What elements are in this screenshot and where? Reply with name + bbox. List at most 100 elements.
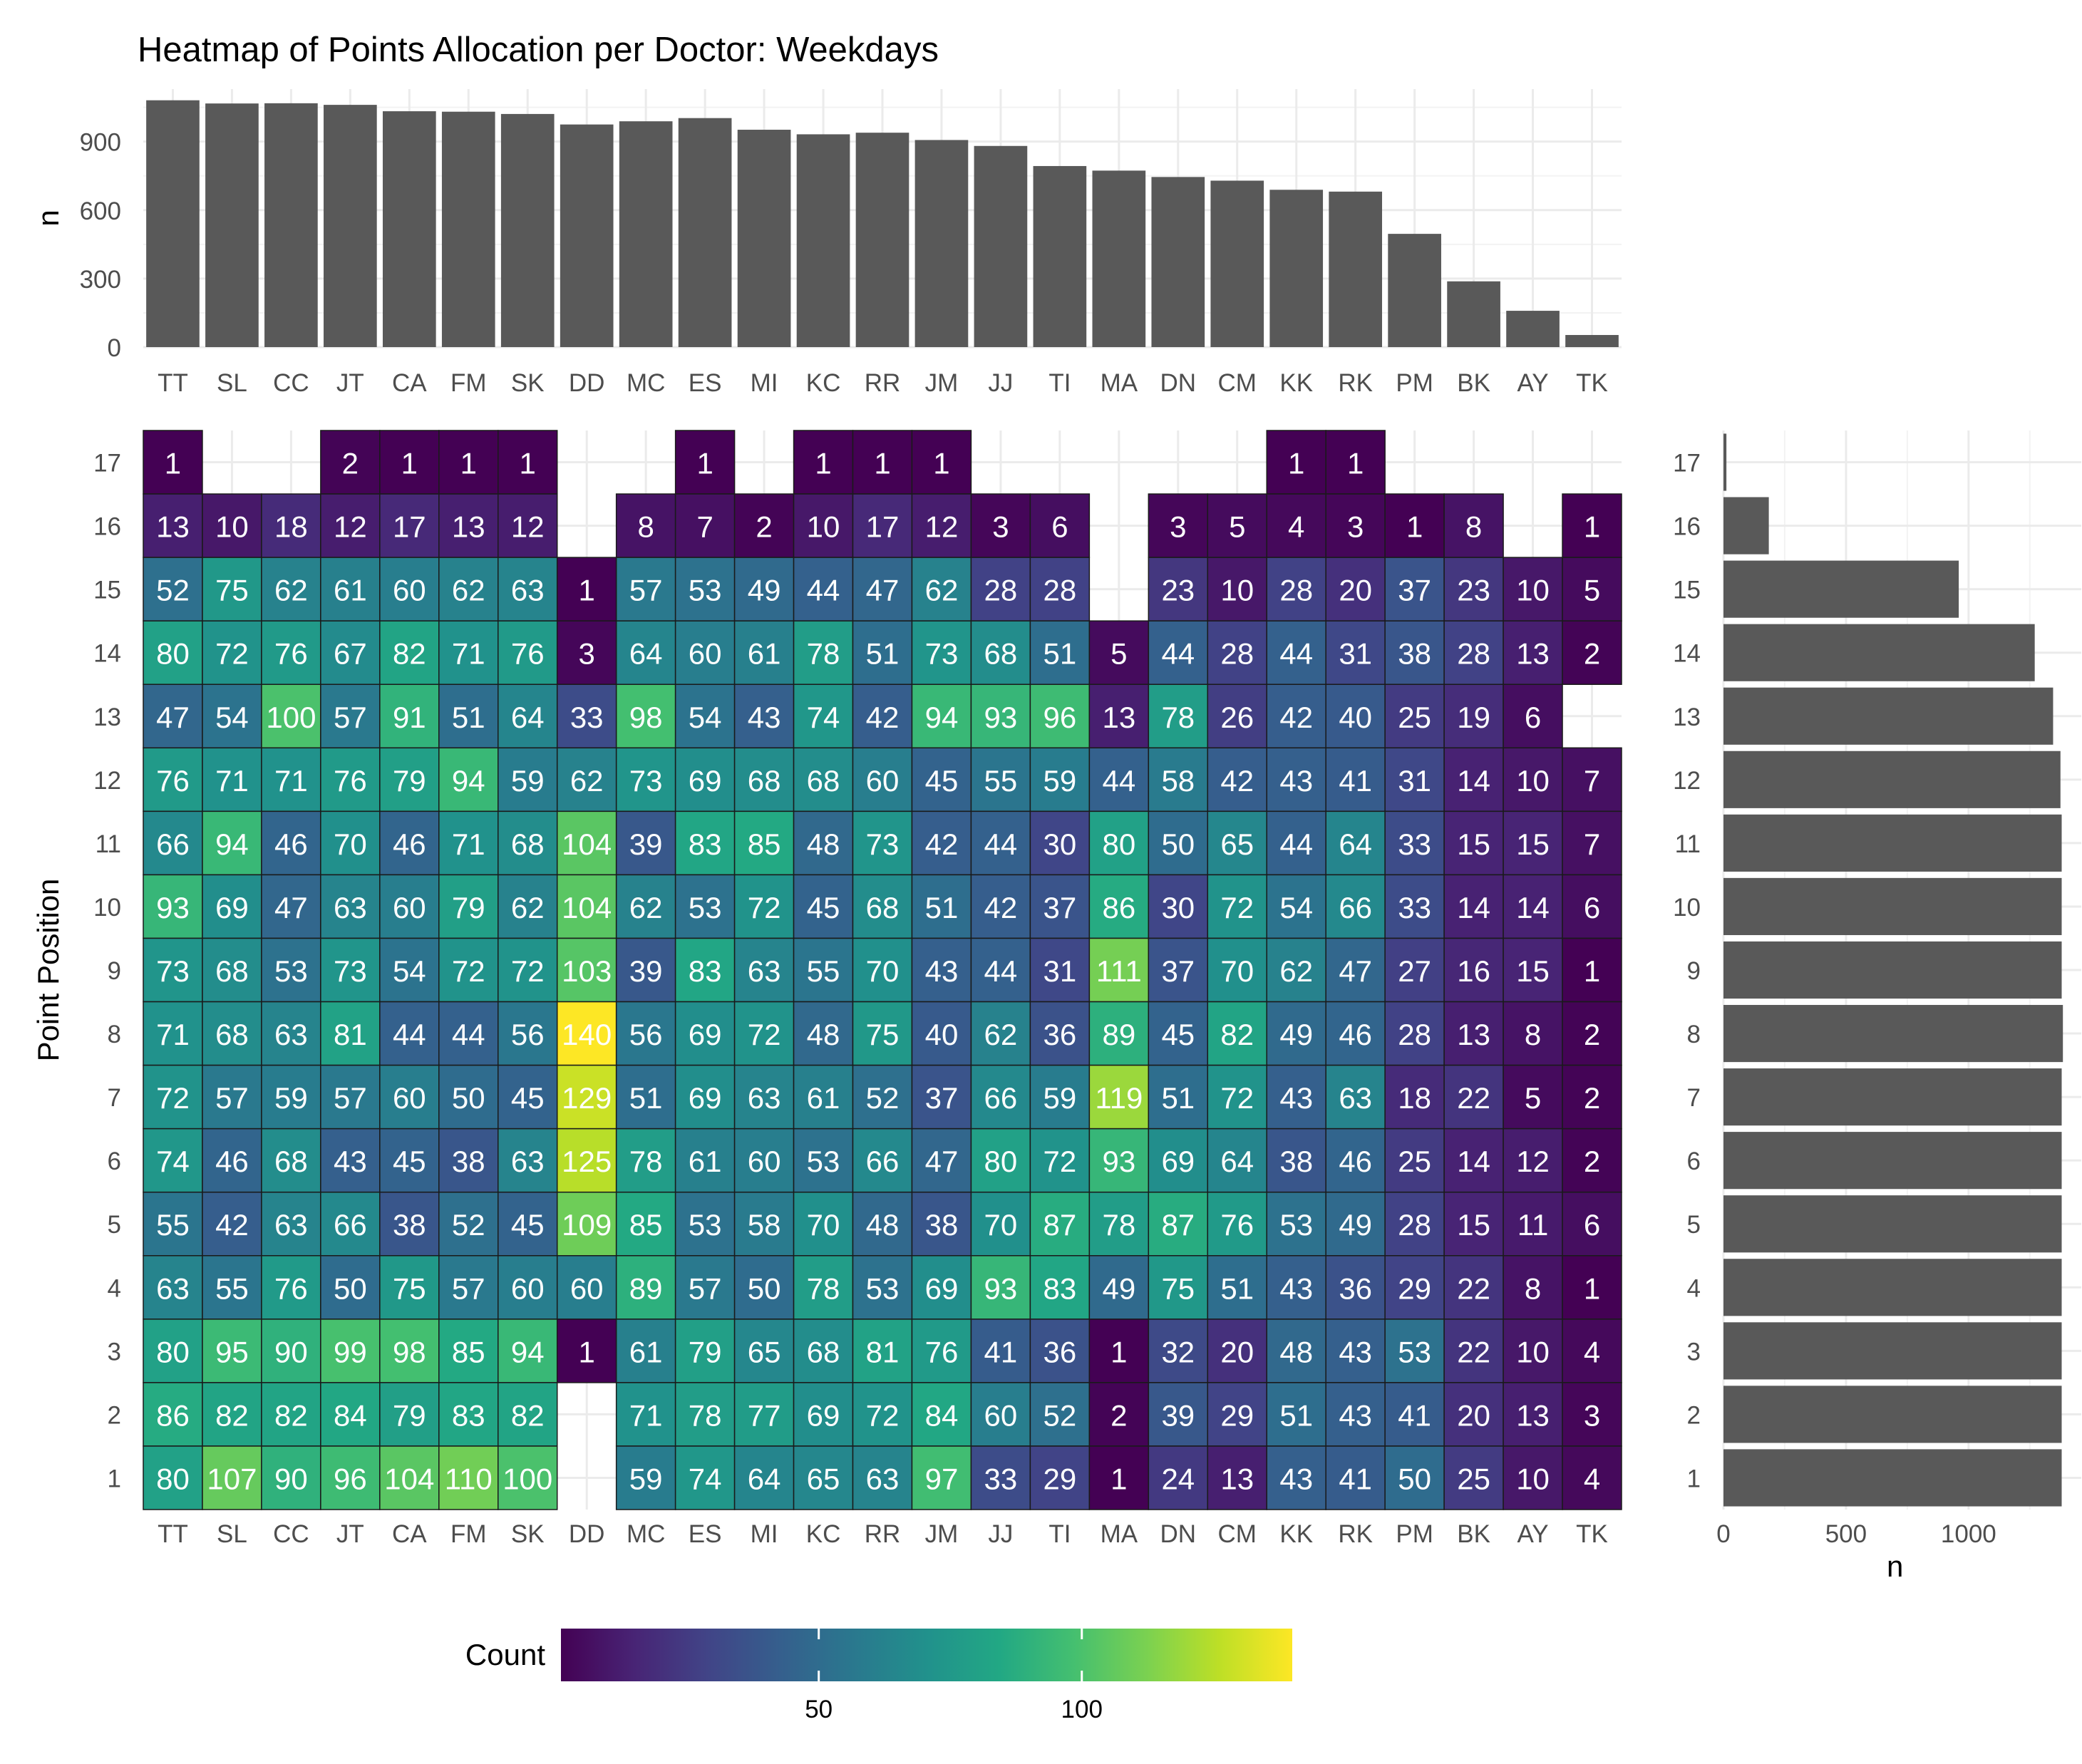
heatmap-cell-label: 51 <box>1220 1272 1254 1305</box>
heatmap-cell-label: 58 <box>1161 764 1195 798</box>
heatmap-cell-label: 1 <box>1406 510 1423 544</box>
heatmap-cell <box>379 430 440 495</box>
heatmap-x-tick-label: ES <box>689 1520 722 1548</box>
heatmap-cell <box>143 493 203 558</box>
heatmap-cell-label: 28 <box>1398 1208 1431 1242</box>
heatmap-x-tick-label: CC <box>273 1520 309 1548</box>
heatmap-cell-label: 76 <box>334 764 367 798</box>
heatmap-cell <box>379 810 440 876</box>
heatmap-cell-label: 10 <box>1220 574 1254 607</box>
heatmap-cell-label: 40 <box>1339 701 1372 734</box>
heatmap-cell-label: 37 <box>925 1081 959 1115</box>
heatmap-cell <box>1384 747 1445 813</box>
heatmap-x-tick-label: SL <box>217 1520 247 1548</box>
side-bar-y-tick-label: 13 <box>1673 703 1701 731</box>
heatmap-cell-label: 53 <box>274 954 308 988</box>
heatmap-cell <box>1266 1319 1326 1383</box>
heatmap-cell <box>1266 1064 1326 1130</box>
heatmap-cell <box>1503 1064 1563 1130</box>
chart-title: Heatmap of Points Allocation per Doctor:… <box>138 31 939 69</box>
heatmap-cell-label: 73 <box>156 954 190 988</box>
top-bar <box>264 103 318 348</box>
heatmap-cell-label: 27 <box>1398 954 1431 988</box>
heatmap-cell <box>498 620 558 685</box>
side-bar-y-tick-label: 16 <box>1673 513 1701 541</box>
heatmap-cell <box>1562 1445 1622 1510</box>
heatmap-cell <box>1148 1001 1209 1066</box>
top-bar-x-tick-label: TT <box>158 369 188 397</box>
side-bar-y-tick-label: 2 <box>1687 1401 1701 1429</box>
heatmap-cell-label: 89 <box>629 1272 663 1305</box>
heatmap-cell-label: 63 <box>274 1018 308 1051</box>
heatmap-cell-label: 70 <box>984 1208 1018 1242</box>
heatmap-cell-label: 2 <box>1584 637 1600 671</box>
top-bar <box>619 121 673 347</box>
heatmap-cell-label: 52 <box>1043 1398 1077 1432</box>
heatmap-cell-label: 20 <box>1220 1335 1254 1368</box>
heatmap-cell-label: 50 <box>1161 827 1195 861</box>
heatmap-cell <box>498 1382 558 1447</box>
heatmap-cell-label: 96 <box>1043 701 1077 734</box>
heatmap-cell <box>1325 1382 1386 1447</box>
heatmap-cell-label: 8 <box>1525 1272 1541 1305</box>
heatmap-cell-label: 83 <box>689 827 722 861</box>
heatmap-cell <box>438 874 499 939</box>
heatmap-cell-label: 58 <box>748 1208 781 1242</box>
heatmap-cell-label: 72 <box>215 637 249 671</box>
heatmap-cell-label: 2 <box>1584 1145 1600 1178</box>
heatmap-cell <box>261 557 321 621</box>
top-bar <box>1269 190 1324 347</box>
heatmap-cell-label: 53 <box>1279 1208 1313 1242</box>
heatmap-y-tick-label: 12 <box>93 767 121 795</box>
heatmap-cell-label: 70 <box>334 827 367 861</box>
top-bar <box>146 100 200 348</box>
heatmap-cell <box>1503 557 1563 621</box>
heatmap-cell-label: 28 <box>1457 637 1490 671</box>
top-bar-x-tick-label: JM <box>925 369 959 397</box>
heatmap-cell <box>615 1382 676 1447</box>
top-bar <box>560 124 614 348</box>
heatmap-cell-label: 10 <box>807 510 840 544</box>
heatmap-cell <box>911 747 972 813</box>
heatmap-cell <box>852 937 913 1003</box>
heatmap-cell-label: 62 <box>452 574 485 607</box>
heatmap-cell-label: 49 <box>1339 1208 1372 1242</box>
heatmap-x-tick-label: JT <box>336 1520 364 1548</box>
heatmap-cell <box>1266 1128 1326 1193</box>
heatmap-cell-label: 42 <box>866 701 900 734</box>
heatmap-cell <box>556 810 617 876</box>
heatmap-cell <box>733 557 795 621</box>
heatmap-cell <box>261 1128 321 1193</box>
top-bar <box>1151 177 1205 347</box>
side-bar <box>1723 1195 2062 1253</box>
heatmap-cell-label: 64 <box>748 1462 781 1495</box>
heatmap-cell <box>911 1001 972 1066</box>
heatmap-cell-label: 38 <box>1279 1145 1313 1178</box>
heatmap-cell <box>1443 1445 1504 1510</box>
heatmap-cell-label: 50 <box>334 1272 367 1305</box>
heatmap-cell <box>202 874 262 939</box>
heatmap-cell-label: 1 <box>1584 510 1600 544</box>
heatmap-cell <box>911 937 972 1003</box>
heatmap-cell-label: 6 <box>1051 510 1068 544</box>
heatmap-cell <box>143 874 203 939</box>
heatmap-cell-label: 52 <box>156 574 190 607</box>
heatmap-cell-label: 59 <box>274 1081 308 1115</box>
heatmap-cell <box>1148 1191 1209 1257</box>
heatmap-cell <box>320 1445 381 1510</box>
heatmap-cell <box>970 1445 1031 1510</box>
heatmap-cell <box>1029 1191 1091 1257</box>
heatmap-cell <box>1384 874 1445 939</box>
heatmap-cell <box>202 810 262 876</box>
heatmap-cell-label: 54 <box>1279 891 1313 924</box>
heatmap-cell <box>733 1191 795 1257</box>
heatmap-cell-label: 53 <box>866 1272 900 1305</box>
heatmap-cell <box>1266 684 1326 749</box>
heatmap-cell <box>911 1382 972 1447</box>
heatmap-cell-label: 28 <box>1279 574 1313 607</box>
heatmap-cell-label: 1 <box>933 447 949 480</box>
heatmap-cell-label: 11 <box>1517 1208 1549 1242</box>
heatmap-cell <box>852 1382 913 1447</box>
heatmap-cell-label: 68 <box>807 1335 840 1368</box>
